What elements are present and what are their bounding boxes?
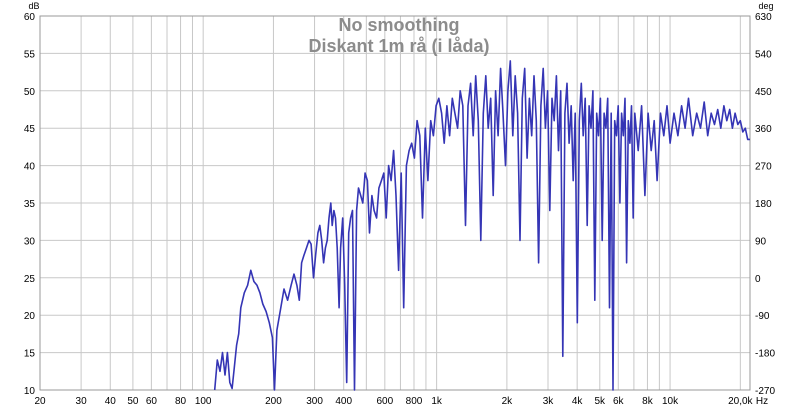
x-tick-label: 60 xyxy=(146,396,158,407)
x-tick-label: 2k xyxy=(502,396,514,407)
y-tick-label: 20 xyxy=(24,311,36,322)
x-tick-label: 80 xyxy=(175,396,187,407)
x-tick-label: 400 xyxy=(335,396,352,407)
x-tick-label: 10k xyxy=(662,396,679,407)
y-tick-label: 45 xyxy=(24,124,36,135)
left-axis-unit: dB xyxy=(28,1,39,11)
y-right-tick-label: 450 xyxy=(755,87,772,98)
x-tick-label: 300 xyxy=(306,396,323,407)
x-tick-label: 30 xyxy=(76,396,88,407)
y-right-tick-label: -180 xyxy=(755,349,775,360)
x-axis: 20 30 40 50 60 80 100 200 300 400 600 800 1k 2k 3k 4k 5k… xyxy=(34,396,753,407)
x-tick-label: 20 xyxy=(34,396,46,407)
chart-subtitle: Diskant 1m rå (i låda) xyxy=(308,36,489,56)
x-tick-label: 50 xyxy=(127,396,139,407)
series-group xyxy=(213,60,750,391)
y-axis-left: 10 15 20 25 30 35 40 45 50 55 60 xyxy=(24,12,36,397)
x-tick-label: 800 xyxy=(406,396,423,407)
x-tick-label: 8k xyxy=(642,396,654,407)
right-axis-unit: deg xyxy=(758,1,773,11)
x-tick-label: 20,0k xyxy=(728,396,753,407)
y-tick-label: 25 xyxy=(24,274,36,285)
chart-title: No smoothing xyxy=(339,15,460,35)
y-right-tick-label: 630 xyxy=(755,12,772,23)
y-tick-label: 10 xyxy=(24,386,36,397)
plot-area xyxy=(39,15,751,391)
x-tick-label: 6k xyxy=(613,396,625,407)
x-tick-label: 100 xyxy=(195,396,212,407)
plot-grid xyxy=(39,15,750,391)
x-tick-label: 600 xyxy=(376,396,393,407)
y-right-tick-label: 90 xyxy=(755,236,767,247)
y-tick-label: 60 xyxy=(24,12,36,23)
x-tick-label: 3k xyxy=(543,396,555,407)
y-tick-label: 55 xyxy=(24,49,36,60)
y-right-tick-label: -90 xyxy=(755,311,770,322)
y-tick-label: 40 xyxy=(24,162,36,173)
y-right-tick-label: 180 xyxy=(755,199,772,210)
y-tick-label: 50 xyxy=(24,87,36,98)
y-tick-label: 30 xyxy=(24,236,36,247)
y-tick-label: 15 xyxy=(24,349,36,360)
x-tick-label: 200 xyxy=(265,396,282,407)
series-line xyxy=(213,60,750,391)
y-tick-label: 35 xyxy=(24,199,36,210)
x-tick-label: 4k xyxy=(572,396,584,407)
y-right-tick-label: 0 xyxy=(755,274,761,285)
y-right-tick-label: 540 xyxy=(755,49,772,60)
x-tick-label: 40 xyxy=(105,396,117,407)
y-axis-right: -270 -180 -90 0 90 180 270 360 450 540 630 xyxy=(755,12,775,397)
y-right-tick-label: -270 xyxy=(755,386,775,397)
x-tick-label: 5k xyxy=(595,396,607,407)
x-tick-label: 1k xyxy=(431,396,443,407)
x-axis-unit: Hz xyxy=(756,396,768,407)
y-right-tick-label: 270 xyxy=(755,162,772,173)
y-right-tick-label: 360 xyxy=(755,124,772,135)
